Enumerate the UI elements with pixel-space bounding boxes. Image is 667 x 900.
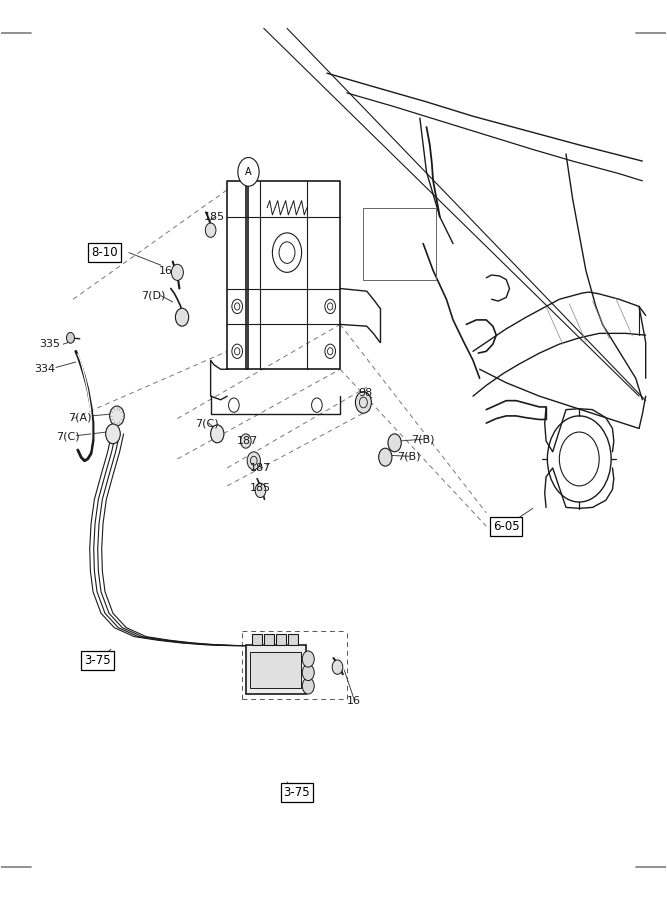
Bar <box>276 634 285 644</box>
Text: 185: 185 <box>250 482 271 492</box>
Text: 7(B): 7(B) <box>412 434 435 445</box>
Text: 98: 98 <box>358 389 372 399</box>
Text: 7(C): 7(C) <box>195 418 219 428</box>
Circle shape <box>175 308 189 326</box>
Text: 185: 185 <box>203 212 225 221</box>
Circle shape <box>388 434 402 452</box>
Text: 335: 335 <box>39 339 60 349</box>
Circle shape <box>356 392 372 413</box>
Text: 3-75: 3-75 <box>283 787 310 799</box>
Circle shape <box>379 448 392 466</box>
Bar <box>246 644 305 694</box>
Circle shape <box>255 483 265 498</box>
Bar <box>253 634 261 644</box>
Circle shape <box>205 223 216 238</box>
Bar <box>264 634 273 644</box>
Circle shape <box>241 434 251 448</box>
Text: 3-75: 3-75 <box>85 654 111 667</box>
Circle shape <box>171 265 183 281</box>
Text: 187: 187 <box>250 463 271 473</box>
Text: 334: 334 <box>34 364 55 374</box>
Circle shape <box>302 651 314 667</box>
Text: 7(A): 7(A) <box>68 413 91 423</box>
Circle shape <box>109 406 124 426</box>
Bar <box>288 634 297 644</box>
Circle shape <box>211 425 224 443</box>
Text: A: A <box>245 166 251 177</box>
Circle shape <box>302 678 314 694</box>
Text: 8-10: 8-10 <box>91 246 117 259</box>
Text: 187: 187 <box>237 436 257 446</box>
Text: 7(C): 7(C) <box>56 431 79 442</box>
Text: 7(D): 7(D) <box>141 291 165 301</box>
Circle shape <box>302 664 314 680</box>
Text: 7(B): 7(B) <box>397 451 420 462</box>
Text: 16: 16 <box>346 697 360 706</box>
Circle shape <box>332 660 343 674</box>
Bar <box>364 208 436 280</box>
Text: 16: 16 <box>159 266 173 275</box>
Circle shape <box>67 332 75 343</box>
Circle shape <box>105 424 120 444</box>
Circle shape <box>238 158 259 186</box>
Text: 6-05: 6-05 <box>493 520 520 533</box>
Circle shape <box>247 452 260 470</box>
Bar <box>251 652 301 688</box>
